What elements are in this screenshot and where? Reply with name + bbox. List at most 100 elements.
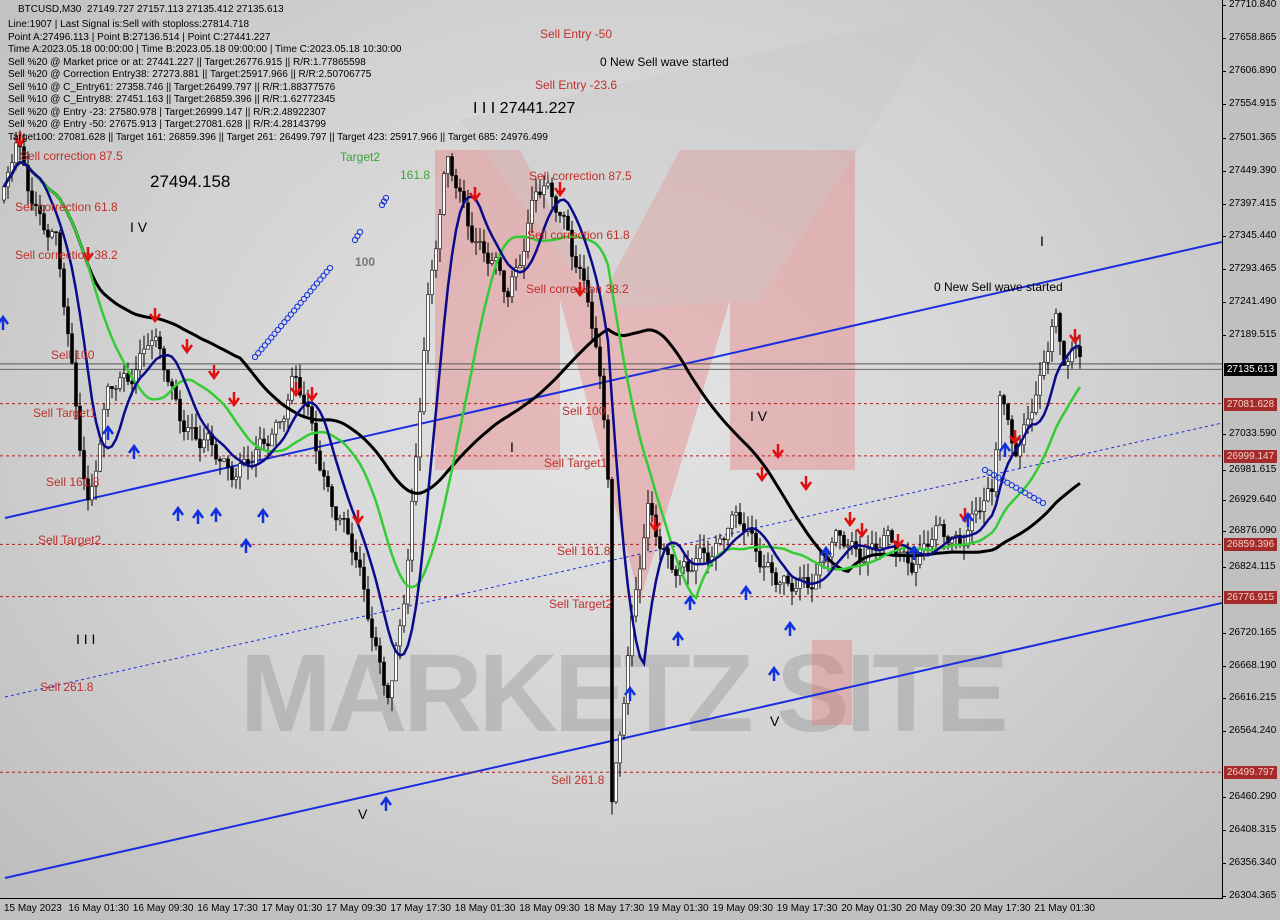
candle-body [38,205,42,215]
candle-body [638,568,642,591]
candle-body [578,266,582,269]
candle-body [666,548,670,555]
candle-body [1002,395,1006,405]
candle-body [658,536,662,549]
candle-body [466,202,470,227]
candle-body [198,438,202,449]
ohlc: 27149.727 27157.113 27135.412 27135.613 [86,4,284,15]
candle-body [426,294,430,351]
candle-body [258,438,262,450]
candle-body [774,572,778,585]
candle-body [302,394,306,404]
candle-body [202,439,206,449]
candle-body [1034,394,1038,413]
candle-body [738,512,742,524]
candle-body [322,469,326,477]
channel-mid-line [4,422,1222,698]
y-tick-label: 26304.365 [1221,890,1277,901]
candle-body [74,362,78,407]
x-tick-label: 17 May 09:30 [326,903,387,914]
candle-body [970,513,974,532]
new-sell-wave-label: 0 New Sell wave started [934,280,1063,294]
candle-body [690,570,694,573]
candle-body [966,530,970,547]
candle-body [798,577,802,589]
info-line: Sell %20 @ Correction Entry38: 27273.881… [8,69,372,80]
chart-plot-area[interactable]: MARKETZ SITE BTCUSD,M30 27149.727 27157.… [0,0,1223,899]
buy-arrow-icon [783,620,797,636]
signal-dot-icon [356,228,364,236]
candle-body [298,377,302,396]
buy-arrow-icon [379,795,393,811]
level-price-tag: 26776.915 [1224,590,1277,604]
signal-dot-icon [261,342,268,349]
candle-body [822,560,826,563]
candle-body [314,422,318,452]
x-tick-label: 19 May 17:30 [776,903,838,914]
candle-body [546,182,550,187]
y-tick-label: 27189.515 [1221,329,1277,341]
signal-dot-icon [1035,497,1042,504]
candle-body [418,411,422,458]
candle-body [338,518,342,521]
buy-arrow-icon [623,685,637,701]
candle-body [566,215,570,231]
signal-dot-icon [1008,482,1015,489]
candle-body [1006,403,1010,420]
signal-dot-icon [986,469,993,476]
candle-body [898,552,902,555]
x-tick-label: 18 May 09:30 [519,903,580,914]
y-tick-label: 27293.465 [1221,263,1277,275]
candle-body [1066,361,1070,366]
x-tick-label: 16 May 17:30 [197,903,258,914]
candle-body [834,530,838,543]
candle-body [758,551,762,568]
candle-body [330,486,334,507]
candle-body [478,241,482,243]
signal-dot-icon [310,284,317,291]
moving-average-slow [2,160,1081,574]
candle-body [30,190,34,205]
signal-dot-icon [382,194,390,202]
label-sell-correction-38-2: Sell correction 38.2 [526,282,629,296]
candle-body [158,336,162,350]
candle-body [474,241,478,244]
candle-body [762,566,766,568]
candle-body [1054,313,1058,327]
y-tick-label: 27606.890 [1221,64,1277,76]
wave-label-i: I [510,439,514,455]
candle-body [442,173,446,215]
candle-body [642,537,646,570]
candle-body [482,241,486,254]
candle-body [406,559,410,605]
candle-body [294,376,298,378]
sell-arrow-icon [755,467,769,483]
candle-body [334,506,338,521]
candle-body [978,510,982,513]
wave-label-v-2: V [770,713,780,729]
candle-body [790,583,794,592]
candle-body [674,569,678,576]
candle-body [126,373,130,382]
x-tick-label: 20 May 17:30 [970,903,1031,914]
buy-arrow-icon [239,537,253,553]
info-line: Sell %10 @ C_Entry88: 27451.163 || Targe… [8,94,336,105]
candle-body [90,486,94,501]
candle-body [598,346,602,377]
candle-body [838,530,842,536]
label-sell-correction-87-5: Sell correction 87.5 [529,169,632,183]
y-tick-label: 27033.590 [1221,428,1277,440]
candle-body [150,340,154,347]
candle-body [590,301,594,329]
signal-dot-icon [326,264,334,272]
candle-body [802,577,806,579]
candle-body [2,186,6,201]
candle-body [66,306,70,335]
candle-body [62,268,66,308]
candle-body [1078,346,1082,358]
candle-body [606,419,610,480]
candle-body [54,231,58,234]
label-sell-161-8: Sell 161.8 [557,544,611,558]
candle-body [390,680,394,698]
buy-arrow-icon [683,594,697,610]
